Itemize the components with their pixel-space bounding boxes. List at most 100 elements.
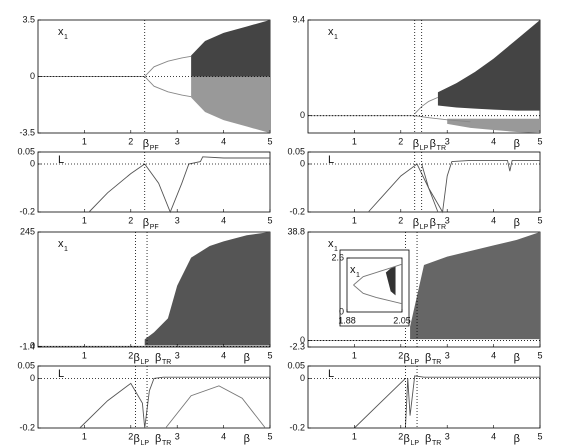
y-tick-label: -1.4 xyxy=(19,341,35,351)
x-tick-label: 4 xyxy=(491,215,496,225)
x-tick-label: 1 xyxy=(352,215,357,225)
x-tick-label: 1 xyxy=(352,350,357,360)
y-tick-label: -3.5 xyxy=(19,127,35,137)
y-axis-label: L xyxy=(328,154,334,166)
x-tick-label: 1 xyxy=(82,136,87,146)
y-tick-label: -0.2 xyxy=(289,206,305,216)
y-tick-label: 0 xyxy=(300,335,305,345)
threshold-subscript: LP xyxy=(420,224,429,231)
x-tick-label: 1 xyxy=(82,431,87,441)
y-tick-label: -0.2 xyxy=(19,206,35,216)
y-tick-label: 0 xyxy=(30,373,35,383)
x-tick-label: 2 xyxy=(128,136,133,146)
curve xyxy=(144,76,192,98)
threshold-subscript: LP xyxy=(410,359,419,366)
plot-frame xyxy=(307,151,541,213)
chaotic-band xyxy=(447,118,540,133)
x-tick-label: 1 xyxy=(352,136,357,146)
x-tick-label: 3 xyxy=(445,136,450,146)
threshold-subscript: TR xyxy=(432,359,441,366)
x-tick-label: 5 xyxy=(537,215,542,225)
plot-frame xyxy=(307,365,541,429)
threshold-subscript: LP xyxy=(410,440,419,446)
x-tick-label: 3 xyxy=(175,350,180,360)
y-axis-label-subscript: 1 xyxy=(334,34,338,41)
x-tick-label: 2.05 xyxy=(393,315,411,325)
y-tick-label: 0.05 xyxy=(17,146,35,156)
chaotic-band xyxy=(191,76,270,133)
x-tick-label: 5 xyxy=(267,215,272,225)
curve xyxy=(354,378,406,429)
x-tick-label: 2 xyxy=(398,215,403,225)
threshold-label: β xyxy=(430,217,436,229)
curve xyxy=(367,159,540,214)
x-axis-label: β xyxy=(514,433,520,445)
x-tick-label: 4 xyxy=(491,136,496,146)
curve xyxy=(353,284,403,305)
x-tick-label: 2 xyxy=(398,350,403,360)
threshold-subscript: TR xyxy=(432,440,441,446)
plot-frame xyxy=(346,257,403,313)
threshold-label: β xyxy=(430,138,436,150)
x-axis-label: β xyxy=(514,217,520,229)
x-tick-label: 4 xyxy=(221,215,226,225)
y-axis-label: L xyxy=(58,368,64,380)
x-tick-label: 4 xyxy=(491,431,496,441)
chaotic-band xyxy=(437,20,540,111)
y-tick-label: 9.4 xyxy=(292,14,305,24)
y-axis-label-subscript: 1 xyxy=(356,272,360,279)
x-tick-label: 2 xyxy=(128,350,133,360)
x-axis-label: β xyxy=(244,352,250,364)
threshold-label: β xyxy=(133,433,139,445)
y-axis-label: x xyxy=(58,26,64,38)
curve xyxy=(414,96,439,114)
y-tick-label: -2.3 xyxy=(289,341,305,351)
y-tick-label: 2.6 xyxy=(331,252,344,262)
curve xyxy=(404,375,540,429)
y-axis-label: x xyxy=(328,26,334,38)
y-axis-label-subscript: 1 xyxy=(64,246,68,253)
plot-frame xyxy=(37,365,271,429)
threshold-label: β xyxy=(143,217,149,229)
x-tick-label: 5 xyxy=(537,350,542,360)
chaotic-band xyxy=(144,232,270,346)
y-tick-label: 0 xyxy=(30,341,35,351)
plot-frame xyxy=(37,151,271,213)
threshold-label: β xyxy=(155,433,161,445)
curve xyxy=(144,55,192,77)
y-tick-label: 0.05 xyxy=(287,360,305,370)
threshold-label: β xyxy=(155,352,161,364)
threshold-subscript: LP xyxy=(140,440,149,446)
x-tick-label: 4 xyxy=(491,350,496,360)
y-axis-label: L xyxy=(328,368,334,380)
x-tick-label: 3 xyxy=(175,215,180,225)
threshold-label: β xyxy=(425,352,431,364)
x-tick-label: 2 xyxy=(398,431,403,441)
inset-frame xyxy=(339,249,410,327)
y-tick-label: 38.8 xyxy=(287,226,305,236)
chaotic-band xyxy=(385,266,396,296)
x-tick-label: 5 xyxy=(537,431,542,441)
y-tick-label: 0 xyxy=(300,158,305,168)
curve xyxy=(88,156,270,214)
y-tick-label: 3.5 xyxy=(22,14,35,24)
x-tick-label: 5 xyxy=(537,136,542,146)
x-tick-label: 1 xyxy=(352,431,357,441)
curve xyxy=(421,163,439,213)
x-tick-label: 4 xyxy=(221,431,226,441)
curve xyxy=(79,376,270,429)
curve xyxy=(165,385,266,429)
threshold-label: β xyxy=(413,138,419,150)
y-tick-label: 0 xyxy=(30,71,35,81)
x-tick-label: 2 xyxy=(128,431,133,441)
y-tick-label: 0.05 xyxy=(17,360,35,370)
curve xyxy=(353,263,403,286)
threshold-subscript: TR xyxy=(162,359,171,366)
x-tick-label: 3 xyxy=(175,431,180,441)
threshold-label: β xyxy=(133,352,139,364)
y-tick-label: 245 xyxy=(20,226,35,236)
y-tick-label: 0.05 xyxy=(287,146,305,156)
chaotic-band xyxy=(410,232,540,340)
